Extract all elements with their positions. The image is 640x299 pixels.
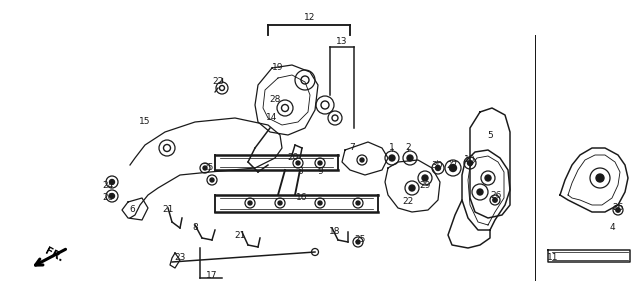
- Circle shape: [356, 240, 360, 244]
- Circle shape: [301, 76, 309, 84]
- Text: 27: 27: [446, 161, 458, 170]
- Text: 26: 26: [102, 193, 114, 202]
- Text: 19: 19: [272, 63, 284, 72]
- Text: 17: 17: [206, 271, 218, 280]
- Circle shape: [360, 158, 364, 162]
- Circle shape: [407, 155, 413, 161]
- Text: 14: 14: [266, 114, 278, 123]
- Text: 16: 16: [296, 193, 308, 202]
- Text: FR.: FR.: [43, 246, 65, 264]
- Text: 5: 5: [487, 130, 493, 140]
- Text: 29: 29: [419, 181, 431, 190]
- Circle shape: [596, 174, 604, 182]
- Text: 10: 10: [464, 155, 476, 164]
- Text: 6: 6: [129, 205, 135, 214]
- Text: 8: 8: [192, 223, 198, 233]
- Text: 23: 23: [174, 254, 186, 263]
- Circle shape: [467, 161, 472, 166]
- Text: 24: 24: [102, 181, 114, 190]
- Text: 9: 9: [317, 167, 323, 176]
- Text: 13: 13: [336, 37, 348, 47]
- Text: 26: 26: [490, 190, 502, 199]
- Circle shape: [203, 166, 207, 170]
- Text: 22: 22: [212, 77, 223, 86]
- Text: 25: 25: [355, 236, 365, 245]
- Circle shape: [109, 179, 115, 184]
- Text: 21: 21: [234, 231, 246, 239]
- Text: 28: 28: [269, 95, 281, 104]
- Text: 2: 2: [405, 144, 411, 152]
- Circle shape: [210, 178, 214, 182]
- Circle shape: [485, 175, 491, 181]
- Circle shape: [356, 201, 360, 205]
- Text: 22: 22: [403, 198, 413, 207]
- Circle shape: [109, 193, 115, 199]
- Circle shape: [248, 201, 252, 205]
- Text: 1: 1: [389, 144, 395, 152]
- Circle shape: [449, 164, 456, 172]
- Text: 11: 11: [547, 254, 559, 263]
- Circle shape: [318, 161, 322, 165]
- Text: 18: 18: [329, 228, 340, 237]
- Circle shape: [493, 198, 497, 202]
- Text: 3: 3: [297, 167, 303, 176]
- Circle shape: [435, 166, 440, 170]
- Circle shape: [477, 189, 483, 195]
- Text: 30: 30: [431, 161, 443, 170]
- Circle shape: [220, 86, 225, 91]
- Circle shape: [422, 175, 428, 181]
- Text: 21: 21: [163, 205, 173, 214]
- Circle shape: [409, 185, 415, 191]
- Circle shape: [318, 201, 322, 205]
- Circle shape: [278, 201, 282, 205]
- Text: 7: 7: [349, 144, 355, 152]
- Circle shape: [616, 208, 620, 212]
- Text: 26: 26: [612, 204, 624, 213]
- Circle shape: [332, 115, 338, 121]
- Text: 20: 20: [287, 153, 299, 162]
- Circle shape: [321, 101, 329, 109]
- Circle shape: [163, 144, 170, 152]
- Text: 25: 25: [202, 164, 214, 173]
- Circle shape: [282, 104, 289, 112]
- Text: 4: 4: [609, 223, 615, 233]
- Text: 12: 12: [304, 13, 316, 22]
- Text: 15: 15: [140, 118, 151, 126]
- Circle shape: [296, 161, 300, 165]
- Circle shape: [389, 155, 395, 161]
